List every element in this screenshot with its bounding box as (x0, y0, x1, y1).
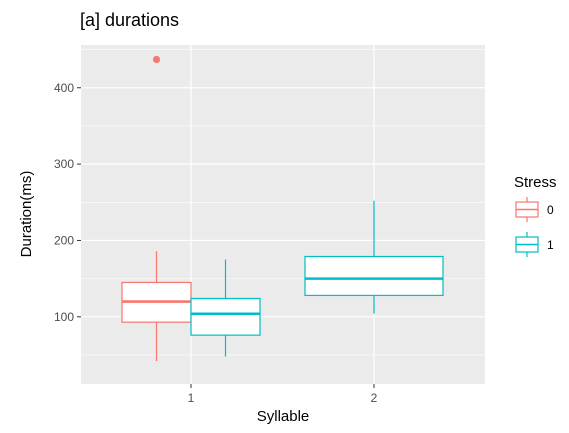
box-iqr (304, 255, 444, 297)
legend-label: 0 (547, 203, 554, 217)
x-tick-label: 1 (188, 391, 195, 405)
x-axis-label: Syllable (257, 408, 310, 425)
boxes (121, 55, 444, 362)
box-stress-1-syllable-1 (190, 259, 261, 357)
y-tick-label: 400 (54, 81, 74, 95)
y-tick-label: 200 (54, 233, 74, 247)
legend-title: Stress (514, 174, 557, 191)
y-axis-ticks: 100 200 300 400 (54, 81, 81, 324)
legend: Stress 0 1 (514, 174, 557, 257)
chart-title: [a] durations (80, 10, 179, 30)
outlier-point (152, 55, 161, 64)
plot-panel (81, 45, 485, 384)
legend-entry-0: 0 (515, 197, 554, 222)
y-tick-label: 300 (54, 157, 74, 171)
y-axis-label: Duration(ms) (18, 171, 35, 258)
x-tick-label: 2 (371, 391, 378, 405)
legend-entry-1: 1 (515, 232, 554, 257)
box-stress-1-syllable-2 (304, 200, 444, 314)
legend-label: 1 (547, 238, 554, 252)
box-stress-0-syllable-1 (121, 55, 192, 362)
y-tick-label: 100 (54, 310, 74, 324)
box-iqr (190, 297, 261, 336)
